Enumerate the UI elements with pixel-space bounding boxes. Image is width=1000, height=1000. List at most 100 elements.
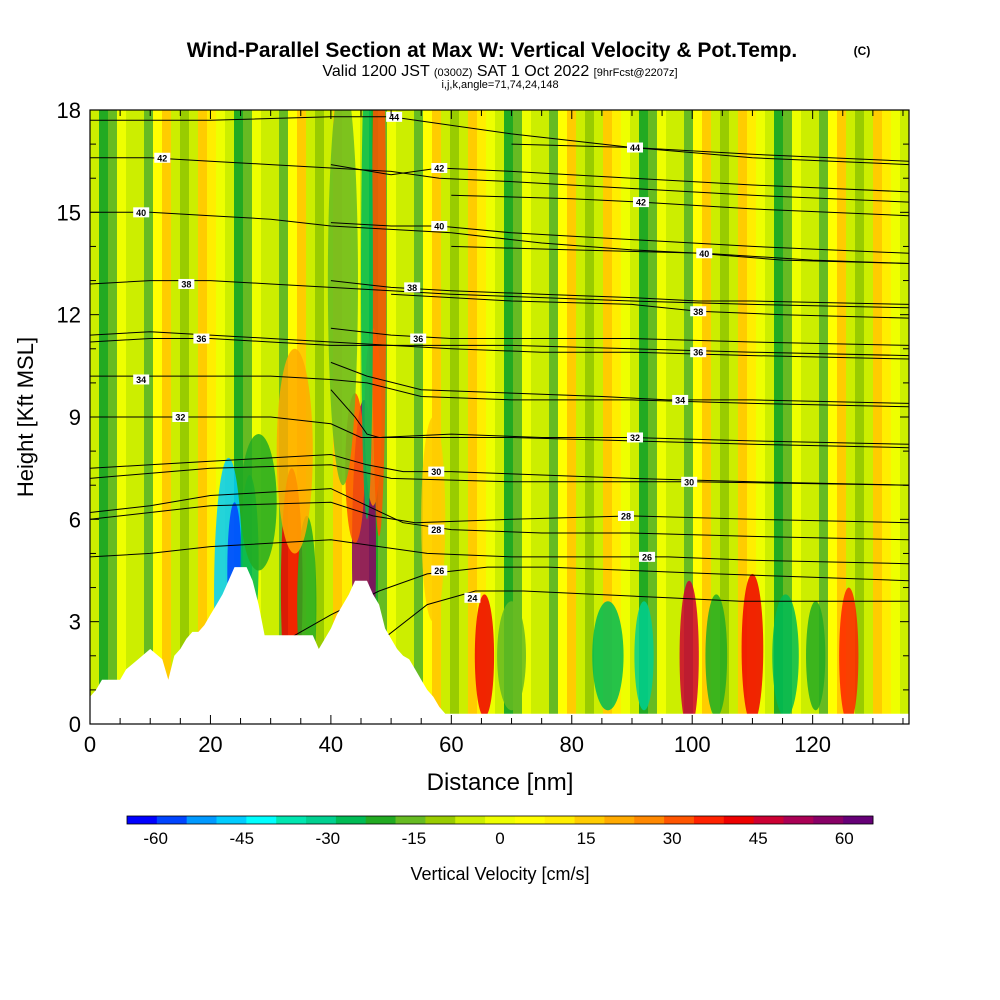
theta-label-bg	[431, 162, 448, 173]
colorbar-frame	[126, 815, 874, 825]
velocity-cell	[327, 110, 358, 486]
y-tick-label: 3	[69, 610, 81, 635]
velocity-band	[585, 110, 595, 724]
theta-contour-label: 44	[389, 112, 399, 122]
velocity-band	[414, 110, 424, 724]
colorbar-tick-label: 60	[835, 829, 854, 848]
y-tick-label: 9	[69, 405, 81, 430]
colorbar-swatch	[246, 816, 277, 824]
velocity-band	[828, 110, 838, 724]
theta-label-bg	[133, 207, 150, 218]
theta-contour-label: 40	[699, 249, 709, 259]
theta-contour-line	[330, 222, 909, 254]
velocity-band	[567, 110, 577, 724]
velocity-band	[495, 110, 505, 724]
velocity-cell	[276, 348, 313, 554]
colorbar-tick-label: -60	[143, 829, 168, 848]
velocity-band	[729, 110, 739, 724]
subtitle-fcst: [9hrFcst@2207z]	[594, 67, 678, 79]
theta-contour-label: 40	[136, 208, 146, 218]
theta-contour-label: 26	[642, 552, 652, 562]
velocity-cell	[806, 601, 826, 711]
colorbar-swatch	[574, 816, 605, 824]
velocity-band	[612, 110, 622, 724]
theta-label-bg	[690, 306, 707, 317]
chart-title: Wind-Parallel Section at Max W: Vertical…	[187, 39, 798, 62]
x-tick-label: 20	[198, 732, 222, 757]
theta-contour-label: 34	[675, 395, 685, 405]
velocity-band	[459, 110, 469, 724]
colorbar-swatch	[604, 816, 635, 824]
colorbar-swatch	[783, 816, 814, 824]
x-tick-label: 120	[794, 732, 831, 757]
velocity-band	[810, 110, 820, 724]
velocity-band	[873, 110, 883, 724]
velocity-band	[648, 110, 658, 724]
x-tick-label: 100	[674, 732, 711, 757]
theta-contour-label: 34	[136, 375, 146, 385]
velocity-band	[450, 110, 460, 724]
chart-grid-info: i,j,k,angle=71,74,24,148	[441, 79, 558, 91]
theta-contour-line	[90, 157, 909, 203]
velocity-cell	[360, 110, 374, 520]
velocity-cell	[772, 594, 799, 718]
x-tick-label: 40	[319, 732, 343, 757]
velocity-cell	[705, 594, 728, 718]
colorbar-swatch	[693, 816, 725, 824]
x-axis-label: Distance [nm]	[427, 769, 574, 796]
theta-label-bg	[617, 510, 634, 521]
theta-contour-label: 36	[693, 348, 703, 358]
velocity-band	[432, 110, 442, 724]
velocity-band	[468, 110, 478, 724]
theta-contour-line	[90, 501, 909, 524]
theta-label-bg	[672, 394, 689, 405]
theta-contour-line	[90, 453, 909, 486]
velocity-band	[855, 110, 865, 724]
colorbar-tick-label: 0	[495, 829, 504, 848]
velocity-band	[504, 110, 514, 724]
velocity-band	[423, 110, 433, 724]
colorbar-swatch	[186, 816, 217, 824]
velocity-band	[486, 110, 496, 724]
velocity-band	[477, 110, 487, 724]
colorbar-tick-label: -15	[402, 829, 427, 848]
colorbar-swatch	[306, 816, 337, 824]
theta-label-bg	[690, 347, 707, 358]
theta-label-bg	[404, 282, 421, 293]
y-tick-label: 18	[57, 98, 81, 123]
subtitle-date: SAT 1 Oct 2022	[477, 63, 589, 80]
theta-contour-line	[90, 416, 909, 449]
velocity-band	[720, 110, 730, 724]
theta-contour-label: 30	[431, 467, 441, 477]
colorbar-swatch	[485, 816, 516, 824]
theta-label-bg	[386, 111, 403, 122]
velocity-cell	[371, 110, 387, 537]
theta-contour-label: 42	[434, 163, 444, 173]
theta-label-bg	[193, 333, 210, 344]
colorbar-swatch	[156, 816, 188, 824]
velocity-cell	[497, 601, 526, 711]
theta-contour-line	[330, 327, 909, 346]
velocity-band	[594, 110, 604, 724]
velocity-band	[819, 110, 829, 724]
chart-subtitle: Valid 1200 JST (0300Z) SAT 1 Oct 2022 [9…	[322, 63, 677, 80]
theta-label-bg	[626, 432, 643, 443]
velocity-band	[837, 110, 847, 724]
theta-label-bg	[178, 278, 195, 289]
velocity-cell	[592, 601, 624, 711]
theta-label-bg	[626, 142, 643, 153]
theta-label-bg	[696, 248, 713, 259]
theta-label-bg	[428, 466, 445, 477]
velocity-band	[558, 110, 568, 724]
velocity-band	[666, 110, 676, 724]
theta-label-bg	[639, 551, 656, 562]
velocity-band	[765, 110, 775, 724]
velocity-band	[531, 110, 541, 724]
velocity-band	[774, 110, 784, 724]
colorbar-swatch	[455, 816, 486, 824]
chart-title-mark: (C)	[854, 44, 871, 58]
theta-contour-line	[330, 389, 909, 445]
colorbar-swatch	[365, 816, 396, 824]
velocity-band	[738, 110, 748, 724]
theta-contour-label: 38	[407, 283, 417, 293]
